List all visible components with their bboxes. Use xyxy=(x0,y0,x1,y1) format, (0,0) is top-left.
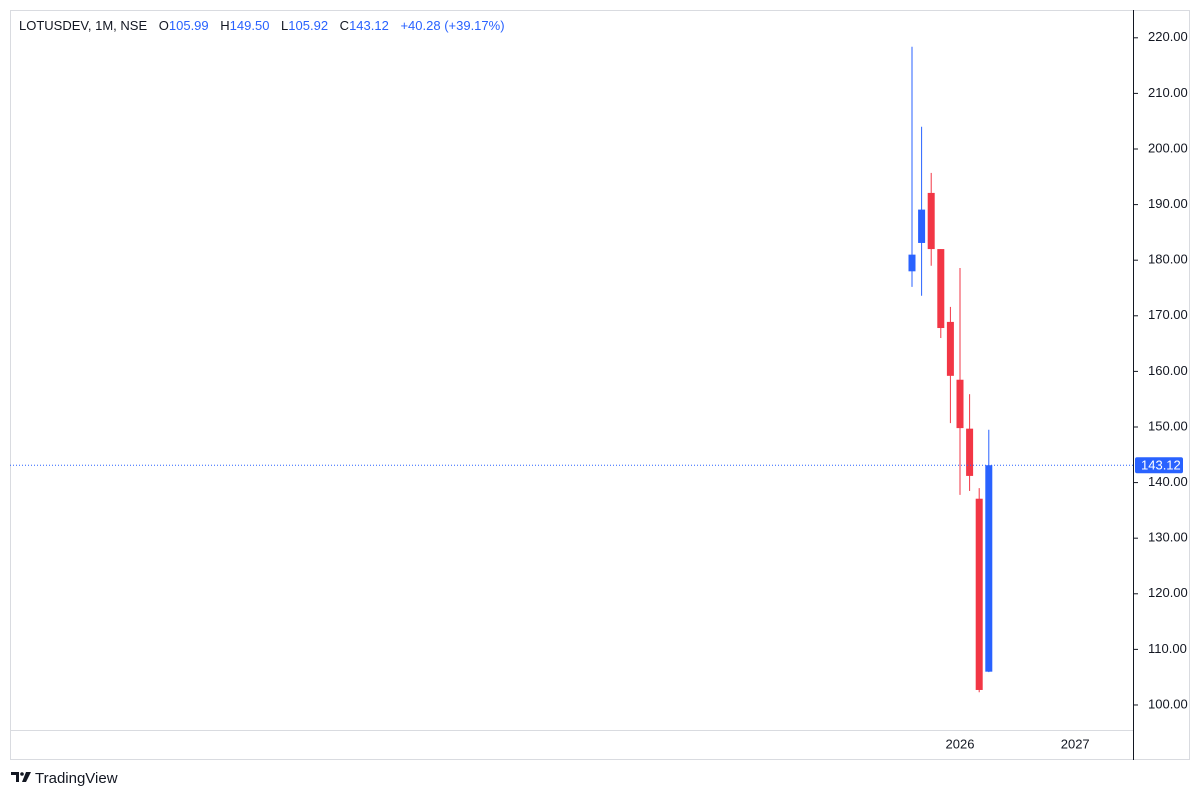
candle-body xyxy=(956,379,964,429)
y-tick-label: 190.00 xyxy=(1148,196,1188,211)
change: +40.28 (+39.17%) xyxy=(400,18,504,33)
candle-body xyxy=(966,428,974,476)
candle-body xyxy=(918,209,926,243)
legend: LOTUSDEV, 1M, NSE O105.99 H149.50 L105.9… xyxy=(19,18,505,33)
h-label: H xyxy=(220,18,229,33)
c-label: C xyxy=(340,18,349,33)
y-tick-label: 210.00 xyxy=(1148,85,1188,100)
last-price-label: 143.12 xyxy=(1141,458,1181,473)
x-tick-label: 2026 xyxy=(946,736,975,751)
y-tick-label: 200.00 xyxy=(1148,140,1188,155)
logo-dot xyxy=(20,772,24,776)
l-label: L xyxy=(281,18,288,33)
y-tick-label: 220.00 xyxy=(1148,29,1188,44)
y-tick-label: 100.00 xyxy=(1148,696,1188,711)
logo-mark xyxy=(22,772,31,782)
logo xyxy=(11,772,31,782)
y-tick-label: 180.00 xyxy=(1148,252,1188,267)
y-tick-label: 130.00 xyxy=(1148,530,1188,545)
last-price-box xyxy=(1135,457,1183,474)
candle-body xyxy=(946,321,954,376)
y-tick-label: 140.00 xyxy=(1148,474,1188,489)
close: 143.12 xyxy=(349,18,389,33)
o-label: O xyxy=(159,18,169,33)
candle-body xyxy=(908,254,916,272)
y-tick-label: 170.00 xyxy=(1148,307,1188,322)
x-tick-label: 2027 xyxy=(1061,736,1090,751)
y-tick-label: 120.00 xyxy=(1148,585,1188,600)
high: 149.50 xyxy=(230,18,270,33)
candle-body xyxy=(975,498,983,690)
symbol: LOTUSDEV, 1M, NSE xyxy=(19,18,147,33)
y-tick-label: 110.00 xyxy=(1148,641,1187,656)
candle-body xyxy=(927,192,935,250)
low: 105.92 xyxy=(288,18,328,33)
logo-mark xyxy=(11,772,19,782)
y-tick-label: 150.00 xyxy=(1148,418,1188,433)
y-tick-label: 160.00 xyxy=(1148,363,1188,378)
open: 105.99 xyxy=(169,18,209,33)
frame xyxy=(10,10,1190,760)
brand: TradingView xyxy=(35,770,118,787)
candle-body xyxy=(985,465,993,672)
candle-body xyxy=(937,249,945,329)
